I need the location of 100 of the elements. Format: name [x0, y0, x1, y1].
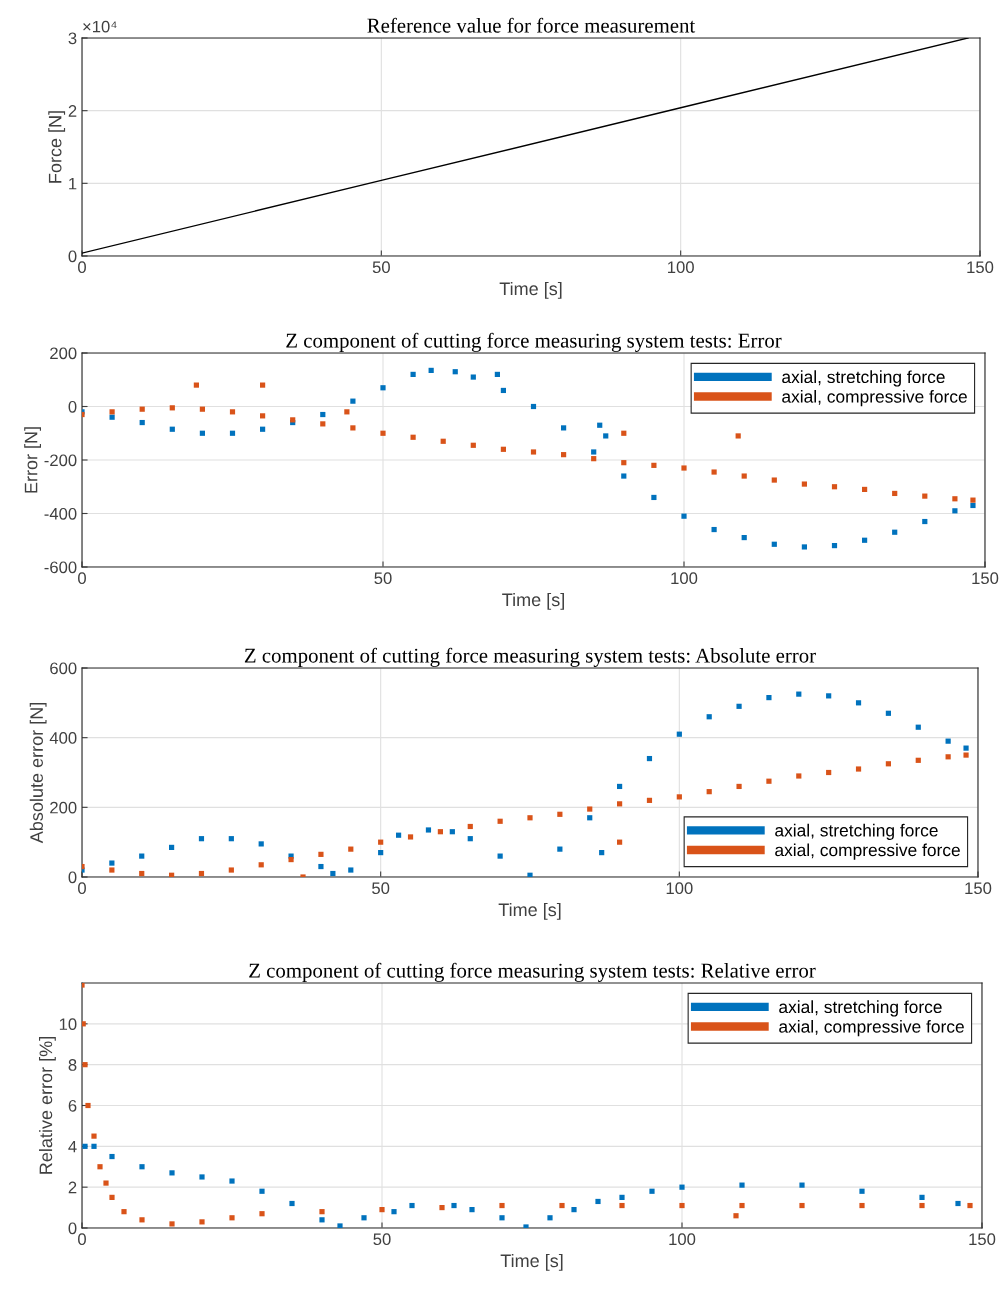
point: [892, 490, 898, 497]
point: [617, 783, 623, 790]
point: [796, 773, 802, 779]
point: [499, 1202, 505, 1209]
point: [109, 409, 115, 415]
point: [970, 502, 976, 509]
point: [139, 1164, 145, 1170]
y-tick-label: 4: [68, 1140, 77, 1153]
point: [229, 409, 236, 415]
point: [557, 811, 563, 817]
x-axis-title: Time [s]: [502, 592, 564, 610]
point: [440, 438, 446, 444]
x-axis-title: Time [s]: [498, 902, 561, 920]
point: [378, 850, 384, 856]
x-tick-label: 150: [969, 1233, 996, 1246]
y-tick-label: 600: [50, 662, 77, 675]
legend-label: axial, compressive force: [782, 390, 967, 407]
x-tick-label: 100: [668, 261, 694, 274]
x-axis-title: Time [s]: [500, 1253, 563, 1271]
point: [229, 430, 236, 436]
point: [410, 434, 416, 440]
point: [380, 385, 386, 391]
point: [169, 844, 175, 850]
point: [530, 449, 537, 455]
point: [621, 430, 627, 436]
x-tick-label: 100: [671, 572, 698, 585]
point: [771, 477, 777, 483]
point: [350, 425, 356, 431]
point: [348, 867, 354, 873]
point: [139, 853, 145, 859]
point: [410, 371, 416, 377]
point: [109, 860, 115, 866]
x-tick-label: 0: [78, 882, 86, 895]
point: [736, 783, 742, 790]
point: [831, 543, 838, 549]
legend-label: axial, stretching force: [775, 823, 938, 840]
point: [945, 754, 951, 760]
point: [955, 1200, 961, 1207]
point: [885, 761, 891, 767]
point: [561, 452, 567, 458]
point: [85, 1102, 91, 1109]
point: [380, 430, 386, 436]
point: [741, 534, 747, 541]
point: [330, 870, 336, 877]
point: [391, 1209, 397, 1215]
point: [970, 497, 976, 503]
point: [527, 872, 533, 877]
point: [826, 693, 832, 699]
y-tick-label: 6: [68, 1099, 77, 1112]
point: [437, 829, 443, 835]
point: [228, 867, 234, 873]
x-axis-title: Time [s]: [499, 281, 562, 299]
point: [587, 806, 593, 812]
point: [425, 827, 432, 833]
point: [547, 1215, 553, 1221]
point: [378, 839, 384, 845]
point: [91, 1133, 97, 1139]
point: [467, 836, 473, 842]
point: [319, 1209, 325, 1215]
point: [597, 422, 603, 428]
x-tick-label: 50: [373, 1233, 391, 1246]
point: [831, 484, 838, 490]
point: [915, 724, 921, 730]
point: [409, 1202, 415, 1209]
point: [319, 1217, 325, 1223]
point: [587, 815, 593, 821]
point: [361, 1215, 367, 1221]
legend-label: axial, stretching force: [782, 370, 945, 387]
point: [499, 1215, 505, 1221]
point: [395, 832, 402, 838]
point: [885, 710, 891, 716]
point: [139, 870, 145, 877]
point: [679, 1202, 685, 1209]
point: [603, 433, 609, 439]
y-tick-label: 0: [68, 400, 77, 413]
point: [258, 862, 264, 868]
legend-label: axial, compressive force: [779, 1020, 964, 1037]
point: [198, 870, 205, 877]
y-tick-label: -400: [44, 507, 77, 520]
point: [919, 1194, 925, 1200]
y-axis-title: Absolute error [N]: [29, 703, 47, 844]
point: [109, 1153, 115, 1160]
point: [595, 1198, 601, 1205]
point: [733, 1213, 739, 1219]
point: [320, 411, 326, 418]
y-tick-label: 10: [59, 1018, 77, 1031]
point: [527, 815, 533, 821]
point: [646, 797, 653, 803]
text: ×10⁴: [83, 20, 117, 33]
x-tick-label: 0: [78, 572, 86, 585]
point: [766, 695, 772, 701]
point: [649, 1188, 655, 1194]
y-axis-title: Error [N]: [24, 427, 42, 493]
point: [741, 473, 747, 479]
point: [855, 766, 862, 772]
point: [288, 856, 294, 863]
point: [766, 778, 772, 784]
point: [859, 1188, 865, 1194]
y-tick-label: 200: [50, 347, 77, 360]
y-axis-title: Relative error [%]: [38, 1037, 56, 1174]
